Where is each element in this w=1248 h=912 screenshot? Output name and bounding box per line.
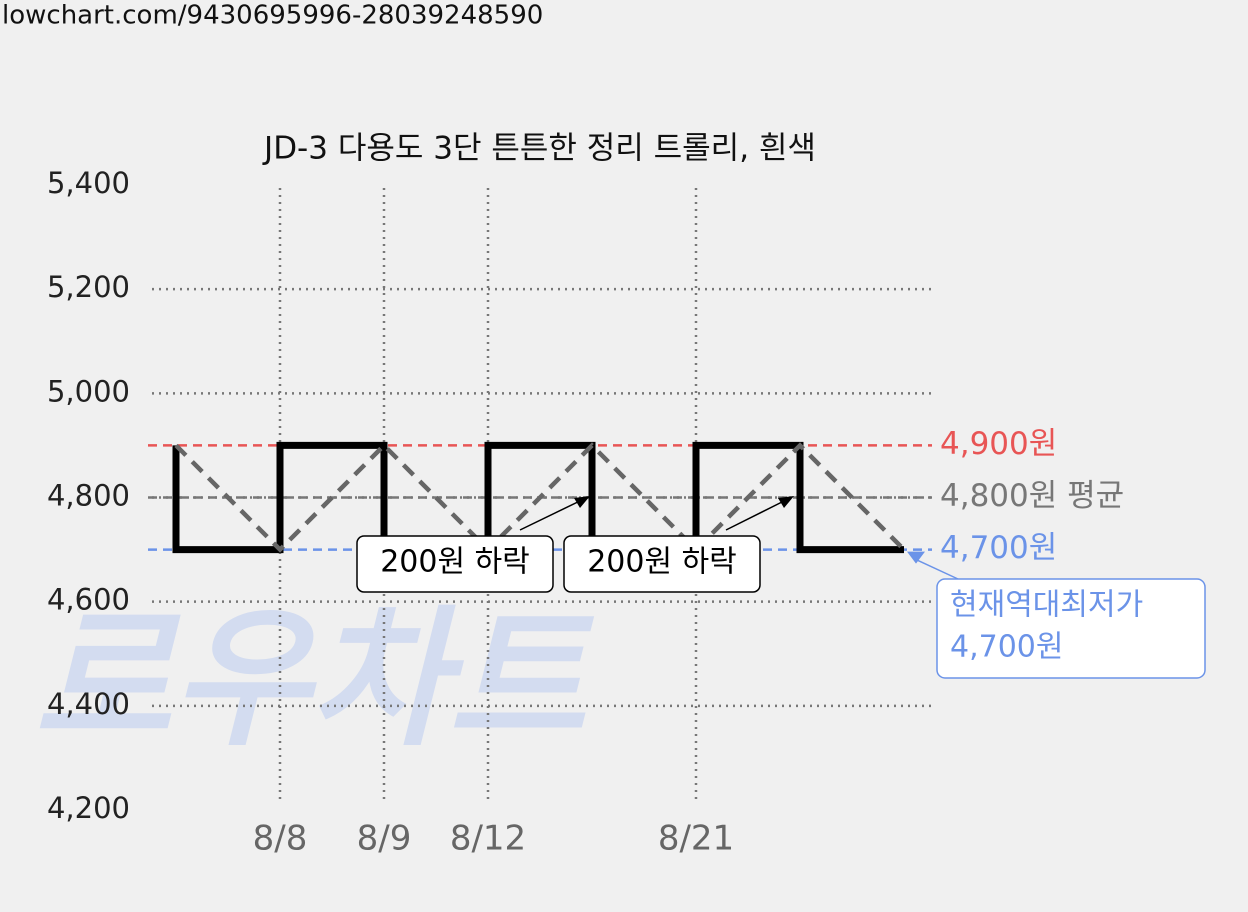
y-tick-label: 4,600 [47,583,130,617]
arrow-head [574,496,590,508]
reference-label: 4,800원 평균 [940,478,1124,514]
x-tick-label: 8/9 [357,819,412,859]
annotation-box [563,535,761,593]
arrow-head [778,496,794,508]
reference-label: 4,700원 [940,530,1057,566]
y-tick-label: 5,200 [47,270,130,304]
y-tick-label: 4,800 [47,479,130,513]
step-line [172,441,904,554]
current-low-title: 현재역대최저가 [950,588,1143,623]
y-tick-label: 4,200 [47,791,130,825]
arrow [519,497,587,531]
x-tick-label: 8/8 [253,819,308,859]
watermark: 로우차트 [34,593,595,767]
annotation: 200원 하락 [356,496,590,593]
url: lowchart.com/9430695996-28039248590 [2,1,543,31]
annotation-text: 200원 하락 [587,545,737,580]
x-tick-label: 8/12 [450,819,526,859]
reference-label: 4,900원 [940,426,1057,462]
current-low-pointer [915,558,959,580]
y-tick-label: 5,400 [47,166,130,200]
y-tick-label: 5,000 [47,374,130,408]
current-low-box [936,578,1206,679]
current-low-label: 4,700원 [950,630,1063,665]
annotation-box [356,535,554,593]
x-tick-label: 8/21 [658,819,734,859]
arrow [725,497,791,531]
annotation: 200원 하락 [563,496,794,593]
y-tick-label: 4,400 [47,687,130,721]
chart-title: JD-3 다용도 3단 튼튼한 정리 트롤리, 흰색 [262,131,816,167]
current-low: 현재역대최저가 4,700원 [936,578,1206,679]
annotation-text: 200원 하락 [380,545,530,580]
price-line [174,442,906,553]
current-low-marker [907,551,925,564]
